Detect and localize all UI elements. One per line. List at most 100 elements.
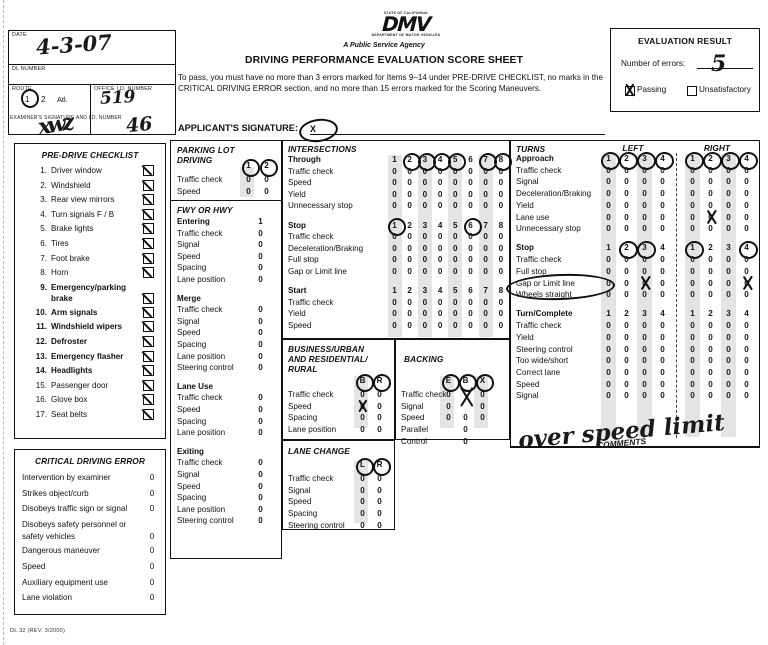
examiner-id-value[interactable]: 46 (125, 112, 154, 138)
unsatisfactory-label[interactable]: Unsatisfactory (699, 85, 751, 94)
turns-left-cell: 0 (624, 224, 629, 234)
passing-checkbox[interactable] (625, 86, 635, 96)
column-shading (240, 167, 254, 197)
checklist-checkbox[interactable] (143, 208, 154, 220)
route-option-2[interactable]: 2 (41, 95, 46, 104)
turns-right-column-header: 4 (744, 309, 749, 319)
checklist-checkbox[interactable] (143, 165, 154, 176)
lane-change-row-label: Speed (288, 497, 312, 507)
fwy-cell: 0 (258, 228, 263, 238)
checklist-number: 16. (35, 395, 47, 405)
turns-left-cell: 0 (606, 356, 611, 366)
checklist-checkbox[interactable] (143, 179, 154, 191)
turns-row-label: Traffic check (516, 321, 562, 331)
fwy-cell: 0 (258, 428, 263, 438)
turns-left-cell: 0 (642, 356, 647, 366)
intersections-cell: 0 (422, 320, 428, 330)
turns-left-cell: 0 (660, 356, 665, 366)
backing-column-header: B (462, 376, 469, 385)
backing-x-mark (461, 386, 473, 408)
turns-left-cell: 0 (624, 189, 629, 199)
parking-cell: 0 (264, 175, 269, 184)
turns-right-cell: 0 (708, 391, 713, 401)
checklist-checkbox[interactable] (143, 350, 154, 362)
turns-right-cell: 0 (726, 290, 731, 300)
intersections-cell: 0 (437, 189, 443, 199)
checklist-checkbox[interactable] (143, 409, 154, 420)
turns-left-cell: 0 (642, 379, 647, 389)
turns-left-cell: 0 (642, 224, 647, 234)
passing-label[interactable]: Passing (637, 85, 667, 94)
route-option-1[interactable]: 1 (25, 95, 30, 104)
intersections-cell: 0 (483, 201, 488, 211)
turns-right-cell: 0 (726, 344, 731, 354)
turns-right-cell: 0 (744, 278, 749, 288)
turns-left-cell: 0 (624, 177, 629, 187)
turns-right-cell: 0 (708, 255, 713, 265)
checklist-checkbox[interactable] (143, 321, 154, 333)
fwy-cell: 0 (258, 363, 263, 373)
checklist-checkbox[interactable] (143, 194, 154, 206)
parking-lot-title-line1: PARKING LOT (177, 145, 235, 155)
checklist-checkbox[interactable] (143, 292, 154, 304)
checklist-checkbox[interactable] (143, 336, 154, 347)
lane-change-cell: 0 (360, 497, 365, 507)
office-id-value[interactable]: 519 (99, 87, 136, 109)
errors-value-line[interactable] (697, 68, 753, 69)
business-cell: 0 (377, 401, 382, 411)
turns-row-label: Traffic check (516, 255, 562, 265)
intersections-column-header: 5 (453, 286, 458, 295)
applicant-signature-line[interactable] (310, 134, 605, 135)
examiner-signature[interactable]: xwz (36, 109, 73, 141)
turns-row-label: Traffic check (516, 165, 562, 175)
checklist-checkbox[interactable] (143, 365, 154, 377)
turns-right-cell: 0 (744, 344, 749, 354)
turns-right-column-header: 1 (690, 243, 695, 253)
checklist-label: Driver window (51, 166, 102, 175)
intersections-cell: 0 (468, 189, 473, 199)
cde-value: 0 (149, 488, 155, 498)
checklist-checkbox[interactable] (143, 306, 154, 318)
intersections-column-header: 4 (437, 286, 443, 295)
intersections-cell: 0 (483, 297, 488, 307)
intersections-column-header: 5 (453, 220, 458, 230)
cde-label: Dangerous maneuver (22, 546, 100, 556)
turns-right-cell: 0 (744, 290, 749, 300)
intersections-cell: 0 (422, 266, 428, 276)
business-row-label: Traffic check (288, 390, 334, 399)
fwy-cell: 0 (258, 405, 263, 414)
turns-left-cell: 0 (606, 165, 611, 175)
intersections-cell: 0 (453, 297, 458, 307)
fwy-cell: 0 (258, 340, 263, 349)
turns-left-cell: 0 (606, 212, 611, 222)
checklist-checkbox[interactable] (143, 267, 154, 279)
applicant-signature-mark[interactable]: X (310, 124, 317, 134)
turns-right-cell: 0 (744, 379, 749, 389)
dl-number-label: DL NUMBER (12, 66, 46, 72)
route-option-atl[interactable]: Atl. (57, 95, 68, 104)
intersections-cell: 0 (468, 232, 473, 242)
turns-left-cell: 0 (660, 367, 665, 377)
checklist-number: 10. (35, 307, 47, 317)
intersections-cell: 0 (407, 232, 412, 242)
intersections-cell: 0 (422, 243, 428, 253)
turns-left-cell: 0 (624, 165, 629, 175)
checklist-checkbox[interactable] (143, 252, 154, 264)
turns-right-cell: 0 (726, 224, 731, 234)
errors-value[interactable]: 5 (711, 51, 727, 77)
checklist-checkbox[interactable] (143, 223, 154, 235)
fwy-group-name: Merge (177, 293, 201, 303)
checklist-checkbox[interactable] (143, 238, 154, 249)
fwy-cell: 0 (258, 458, 263, 468)
turns-left-cell: 0 (606, 321, 611, 331)
unsatisfactory-checkbox[interactable] (687, 86, 697, 96)
fwy-row-label: Traffic check (177, 393, 223, 403)
checklist-checkbox[interactable] (143, 379, 154, 391)
checklist-checkbox[interactable] (143, 394, 154, 406)
turns-row-label: Gap or Limit line (516, 278, 575, 288)
turns-right-cell: 0 (708, 379, 713, 389)
turns-left-cell: 0 (642, 278, 647, 288)
cde-label: Lane violation (22, 593, 72, 603)
fwy-row-label: Traffic check (177, 305, 223, 315)
intersections-column-header: 6 (468, 286, 473, 295)
